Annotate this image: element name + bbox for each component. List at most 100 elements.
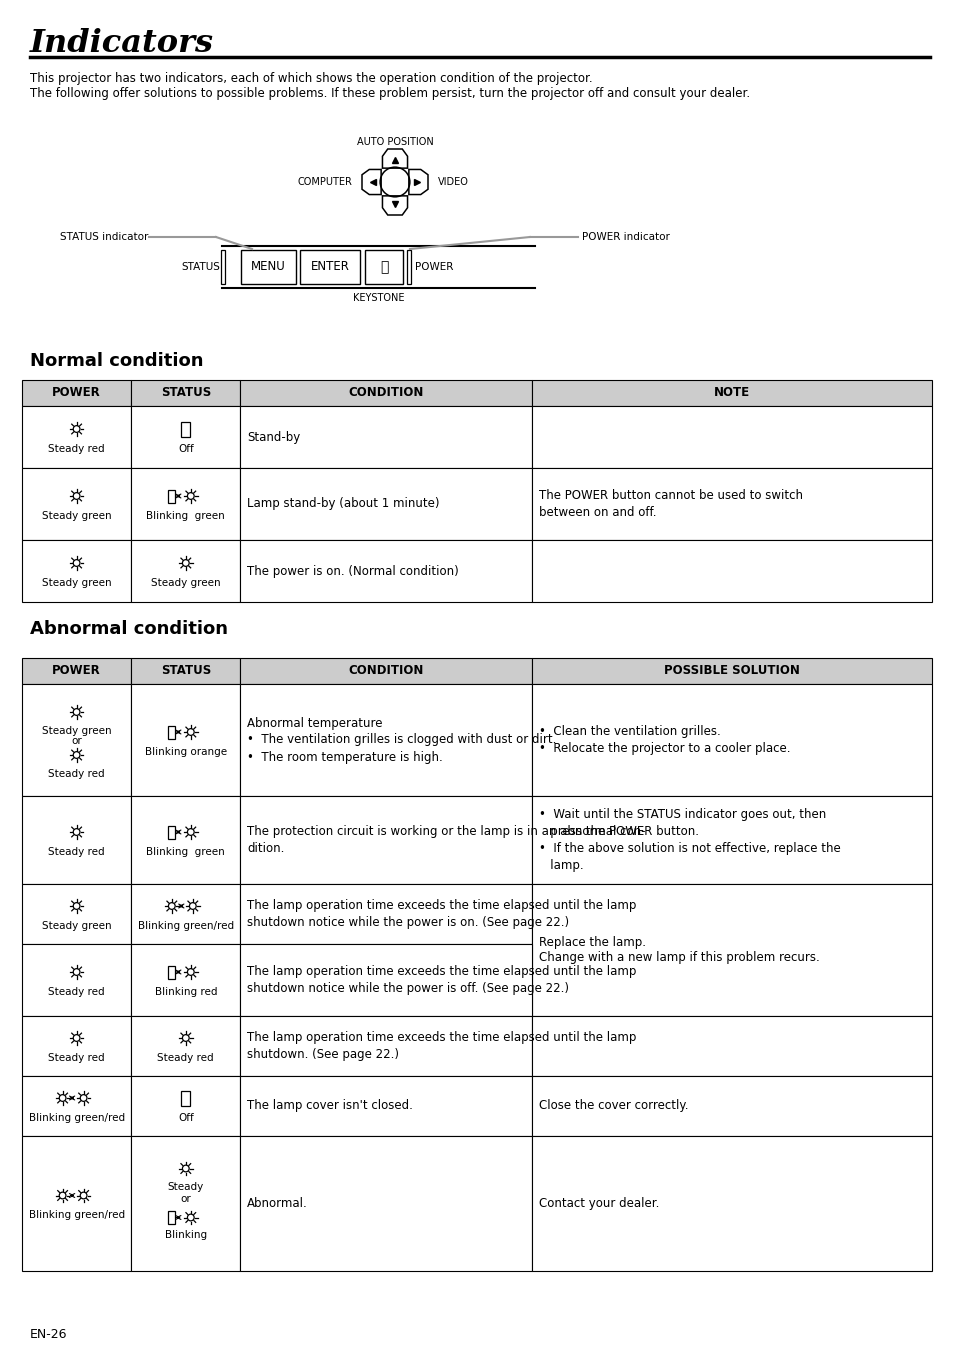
Bar [22,944,132,1016]
Bar [531,1076,931,1136]
Bar [168,965,174,979]
Text: Contact your dealer.: Contact your dealer. [538,1197,659,1211]
Bar [132,468,240,541]
Bar [531,468,931,541]
Text: MENU: MENU [251,260,286,274]
Text: POSSIBLE SOLUTION: POSSIBLE SOLUTION [663,665,799,678]
Text: Steady green: Steady green [42,727,112,736]
Text: Steady green: Steady green [42,511,112,520]
Text: Steady green: Steady green [42,921,112,931]
Bar [240,1136,531,1271]
Text: or: or [71,736,82,745]
Bar [365,249,402,284]
Text: Blinking orange: Blinking orange [145,747,227,758]
Bar [22,884,132,944]
Bar [22,1016,132,1076]
Text: Steady red: Steady red [49,987,105,998]
Text: •  Wait until the STATUS indicator goes out, then
   press the POWER button.
•  : • Wait until the STATUS indicator goes o… [538,807,840,872]
Text: Steady red: Steady red [157,1053,213,1064]
Text: ENTER: ENTER [311,260,349,274]
Bar [240,406,531,468]
Bar [22,683,132,797]
Text: POWER: POWER [52,387,101,399]
Text: This projector has two indicators, each of which shows the operation condition o: This projector has two indicators, each … [30,71,592,85]
Bar [531,797,931,884]
Bar [22,1076,132,1136]
Bar [240,658,531,683]
Bar [407,249,411,284]
Bar [531,658,931,683]
Bar [240,468,531,541]
Text: POWER indicator: POWER indicator [581,232,669,243]
Bar [531,884,931,1016]
Bar [299,249,359,284]
Bar [132,1076,240,1136]
Bar [240,380,531,406]
Bar [240,797,531,884]
Bar [181,1091,190,1105]
Text: AUTO POSITION: AUTO POSITION [356,137,433,147]
Text: Lamp stand-by (about 1 minute): Lamp stand-by (about 1 minute) [247,497,439,511]
Text: The lamp operation time exceeds the time elapsed until the lamp
shutdown notice : The lamp operation time exceeds the time… [247,899,636,929]
Text: Blinking green/red: Blinking green/red [137,921,233,931]
Bar [132,944,240,1016]
Text: Off: Off [178,443,193,454]
Text: Abnormal.: Abnormal. [247,1197,308,1211]
Text: Close the cover correctly.: Close the cover correctly. [538,1100,687,1112]
Text: Indicators: Indicators [30,28,213,59]
Text: Steady green: Steady green [42,578,112,588]
Bar [240,884,531,944]
Bar [132,380,240,406]
Bar [22,468,132,541]
Text: VIDEO: VIDEO [437,177,468,187]
Bar [22,380,132,406]
Bar [240,1016,531,1076]
Text: KEYSTONE: KEYSTONE [353,293,404,303]
Text: The power is on. (Normal condition): The power is on. (Normal condition) [247,565,458,577]
Bar [531,1016,931,1076]
Bar [132,1136,240,1271]
Bar [240,1076,531,1136]
Text: STATUS: STATUS [160,387,211,399]
Bar [22,406,132,468]
Bar [132,658,240,683]
Text: The lamp operation time exceeds the time elapsed until the lamp
shutdown. (See p: The lamp operation time exceeds the time… [247,1031,636,1061]
Text: Blinking: Blinking [165,1231,207,1240]
Text: The protection circuit is working or the lamp is in an abnormal con-
dition.: The protection circuit is working or the… [247,825,645,855]
Bar [531,541,931,603]
Text: STATUS: STATUS [181,262,220,272]
Bar [168,489,174,503]
Bar [22,658,132,683]
Bar [132,884,240,944]
Text: CONDITION: CONDITION [348,665,423,678]
Text: Blinking red: Blinking red [154,987,217,998]
Text: •  Clean the ventilation grilles.
•  Relocate the projector to a cooler place.: • Clean the ventilation grilles. • Reloc… [538,725,789,755]
Bar [240,944,531,1016]
Text: Blinking green/red: Blinking green/red [29,1113,125,1123]
Text: COMPUTER: COMPUTER [297,177,352,187]
Bar [240,541,531,603]
Text: Abnormal condition: Abnormal condition [30,620,228,638]
Bar [531,380,931,406]
Text: Abnormal temperature
•  The ventilation grilles is clogged with dust or dirt.
• : Abnormal temperature • The ventilation g… [247,717,557,763]
Bar [132,406,240,468]
Text: Steady red: Steady red [49,443,105,454]
Text: CONDITION: CONDITION [348,387,423,399]
Text: POWER: POWER [52,665,101,678]
Text: STATUS: STATUS [160,665,211,678]
Bar [531,683,931,797]
Bar [168,1211,174,1224]
Bar [181,422,190,437]
Text: The lamp operation time exceeds the time elapsed until the lamp
shutdown notice : The lamp operation time exceeds the time… [247,965,636,995]
Text: The following offer solutions to possible problems. If these problem persist, tu: The following offer solutions to possibl… [30,88,749,100]
Bar [22,1136,132,1271]
Bar [132,541,240,603]
Text: STATUS indicator: STATUS indicator [59,232,148,243]
Text: Replace the lamp.
Change with a new lamp if this problem recurs.: Replace the lamp. Change with a new lamp… [538,936,819,964]
Bar [241,249,295,284]
Text: Blinking  green: Blinking green [146,511,225,520]
Bar [221,249,225,284]
Bar [240,683,531,797]
Bar [168,725,174,739]
Bar [168,825,174,838]
